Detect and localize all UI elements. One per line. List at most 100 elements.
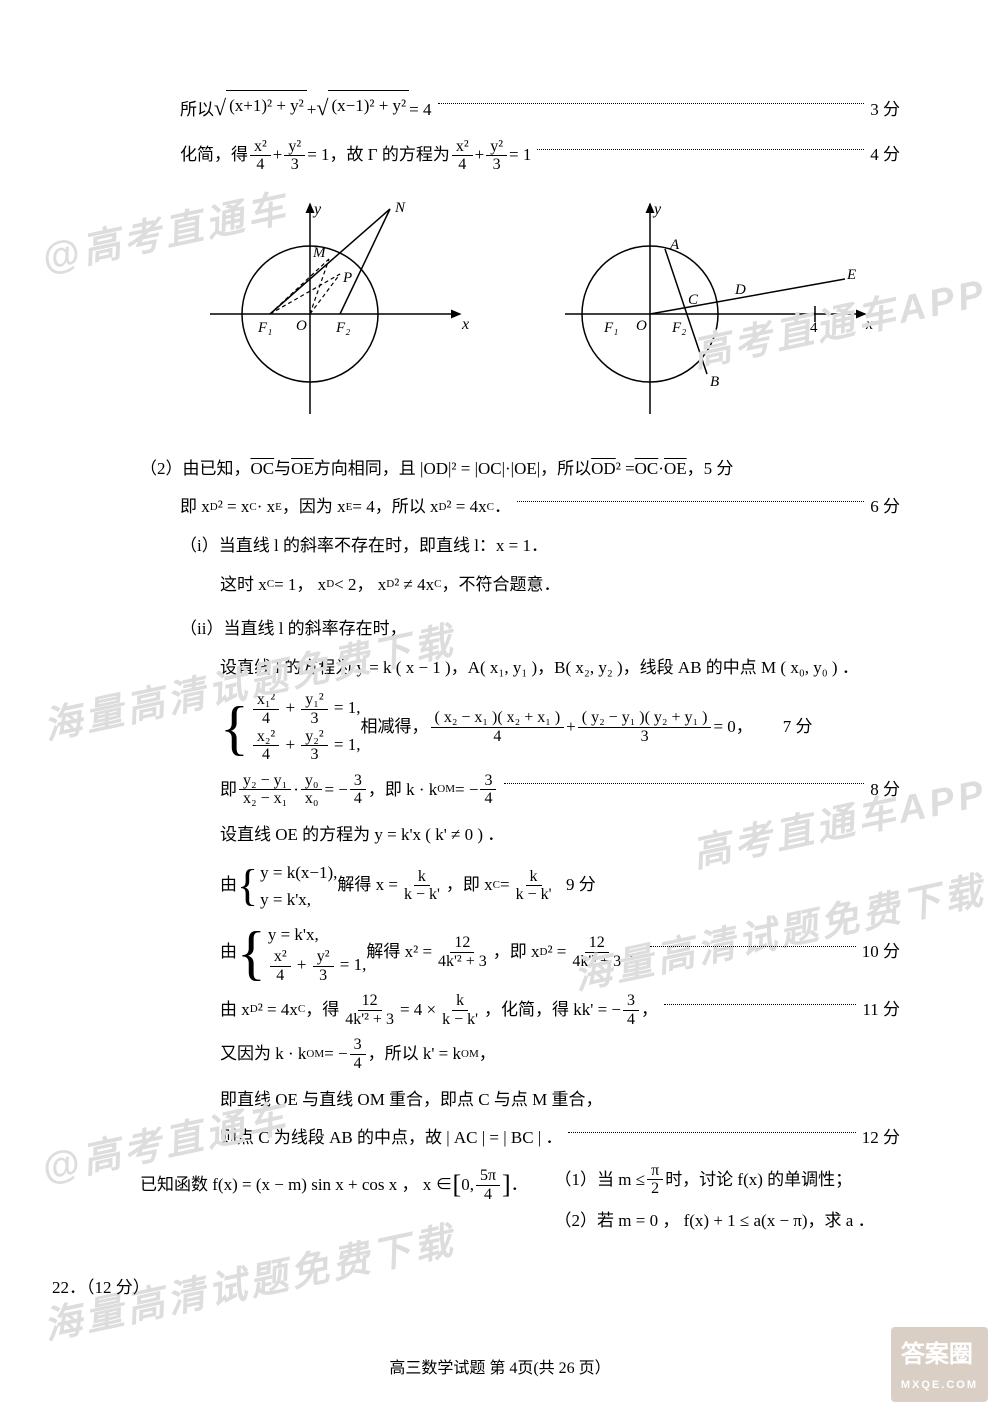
equation-line-2: 化简，得 x²4 + y²3 = 1，故 Γ 的方程为 x²4 + y²3 = … — [140, 138, 900, 174]
svg-text:C: C — [688, 292, 699, 308]
text: 这时 x — [220, 570, 267, 601]
text: 当直线 l 的斜率不存在时，即直线 l：x = 1． — [219, 531, 548, 562]
fraction: x²4 — [452, 138, 473, 174]
text: 设直线 OE 的方程为 y = k'x ( k' ≠ 0 ) ． — [220, 820, 504, 851]
score-label: 9 分 — [566, 870, 596, 901]
score-label: 6 分 — [870, 492, 900, 523]
text: = − — [324, 775, 347, 806]
brace-system: { x₁²4 + y₁²3 = 1, x₂²4 + y₂²3 = 1, — [220, 691, 361, 763]
vector: OE — [664, 454, 687, 485]
q22-row: 已知函数 f(x) = (x − m) sin x + cos x ， x ∈ … — [140, 1162, 900, 1245]
fraction: 124k'² + 3 — [434, 934, 491, 970]
text: ² = — [547, 937, 566, 968]
text: · x — [257, 492, 275, 523]
line-13: 即直线 OE 与直线 OM 重合，即点 C 与点 M 重合， — [140, 1085, 900, 1116]
svg-text:M: M — [312, 245, 327, 261]
text: ，因为 x — [282, 492, 346, 523]
text: 与 — [274, 454, 291, 485]
page-footer: 高三数学试题 第 4页(共 26 页） — [0, 1355, 1000, 1384]
fraction: 34 — [480, 772, 496, 808]
svg-text:E: E — [846, 267, 856, 283]
q22-r1: （1）当 m ≤ π2 时，讨论 f(x) 的单调性； — [555, 1162, 900, 1198]
text: = − — [455, 775, 478, 806]
vector: OE — [291, 454, 314, 485]
text: 相减得， — [361, 712, 429, 743]
text: = 1， x — [274, 570, 326, 601]
text: 由 x — [220, 995, 250, 1026]
text: ，不符合题意． — [441, 570, 560, 601]
svg-text:A: A — [669, 237, 680, 253]
svg-text:B: B — [710, 374, 719, 390]
line-11: 由 xD ² = 4xC ，得 124k'² + 3 = 4 × kk − k'… — [140, 992, 900, 1028]
part2-line1: （2） 由已知， OC 与 OE 方向相同，且 |OD|² = |OC|·|OE… — [140, 454, 900, 485]
fraction: ( y₂ − y₁ )( y₂ + y₁ )3 — [578, 709, 712, 745]
text: 当直线 l 的斜率存在时， — [223, 614, 406, 645]
fraction: 5π4 — [476, 1167, 500, 1203]
svg-text:O: O — [296, 318, 307, 334]
leader-dots — [438, 103, 865, 104]
svg-text:O: O — [636, 318, 647, 334]
text: ² = x — [218, 492, 250, 523]
case-label: （ii） — [180, 614, 223, 645]
line-12: 又因为 k · kOM = − 34 ，所以 k' = kOM ， — [140, 1036, 900, 1072]
svg-text:x: x — [461, 316, 469, 333]
text: ² ≠ 4x — [394, 570, 434, 601]
leader-dots — [517, 501, 864, 502]
text: ，得 — [305, 995, 339, 1026]
q22-label: 22．（12 分） — [52, 1273, 150, 1304]
text: 则点 C 为线段 AB 的中点，故 | AC | = | BC | ． — [220, 1123, 562, 1154]
text: 0 — [461, 1170, 470, 1201]
fraction: kk − k' — [512, 868, 556, 904]
score-label: 4 分 — [870, 140, 900, 171]
fraction: 124k'² + 3 — [568, 934, 625, 970]
line-8: 即 y₂ − y₁x₂ − x₁ · y₀x₀ = − 34 ，即 k · kO… — [140, 772, 900, 808]
fraction: 34 — [350, 772, 366, 808]
text: 所以 — [180, 95, 214, 126]
system-3: 由 { y = k'x, x²4 + y²3 = 1, 解得 x² = 124k… — [140, 921, 900, 984]
fraction: kk − k' — [400, 868, 444, 904]
fraction: 34 — [350, 1036, 366, 1072]
text: 解得 x² = — [366, 937, 432, 968]
q22-r2: （2）若 m = 0 ， f(x) + 1 ≤ a(x − π)，求 a ． — [555, 1206, 900, 1237]
text: + — [475, 140, 485, 171]
text: · — [293, 775, 299, 806]
text: = 4 — [409, 95, 431, 126]
text: ，即 x — [493, 937, 540, 968]
diagram-right: y x O F₁ F₂ A B C D E 4 — [560, 194, 880, 424]
text: ，化简，得 kk' = − — [484, 995, 621, 1026]
fraction: kk − k' — [438, 992, 482, 1028]
badge-main: 答案圈 — [901, 1341, 973, 1368]
text: ， — [479, 1039, 496, 1070]
fraction: π2 — [647, 1162, 663, 1198]
fraction: ( x₂ − x₁ )( x₂ + x₁ )4 — [431, 709, 565, 745]
leader-dots — [664, 1004, 856, 1005]
text: 即直线 OE 与直线 OM 重合，即点 C 与点 M 重合， — [220, 1085, 603, 1116]
equation-line-1: 所以 (x+1)² + y² + (x−1)² + y² = 4 3 分 — [140, 90, 900, 130]
text: 由 — [220, 870, 237, 901]
text: 时，讨论 f(x) 的单调性； — [665, 1165, 852, 1196]
text: = 0， — [713, 712, 752, 743]
svg-text:N: N — [394, 200, 406, 216]
text: + — [273, 140, 283, 171]
line-9: 设直线 OE 的方程为 y = k'x ( k' ≠ 0 ) ． — [140, 820, 900, 851]
diagram-row: y x O F₁ F₂ N M P y x O F₁ F₂ A B C D E … — [180, 194, 900, 424]
svg-text:F₁: F₁ — [603, 320, 618, 336]
vector: OD — [591, 454, 616, 485]
fraction: 34 — [623, 992, 639, 1028]
fraction: y²3 — [284, 138, 305, 174]
svg-text:F₂: F₂ — [671, 320, 686, 336]
leader-dots — [504, 783, 864, 784]
text: = 4 × — [400, 995, 436, 1026]
text: = − — [324, 1039, 347, 1070]
text: （1）当 m ≤ — [555, 1165, 646, 1196]
text: 化简，得 — [180, 140, 248, 171]
score-label: 12 分 — [862, 1123, 900, 1154]
text: ，即 x — [446, 870, 493, 901]
text: = 1，故 Γ 的方程为 — [307, 140, 450, 171]
part2-line2: 即 xD ² = xC · xE ，因为 xE = 4，所以 xD ² = 4x… — [140, 492, 900, 523]
text: ，所以 k' = k — [368, 1039, 461, 1070]
system-2: 由 { y = k(x−1), y = k'x, 解得 x = kk − k' … — [140, 859, 900, 913]
text: 由 — [220, 937, 237, 968]
sqrt-expr: (x−1)² + y² — [316, 90, 409, 130]
score-label: 10 分 — [862, 937, 900, 968]
